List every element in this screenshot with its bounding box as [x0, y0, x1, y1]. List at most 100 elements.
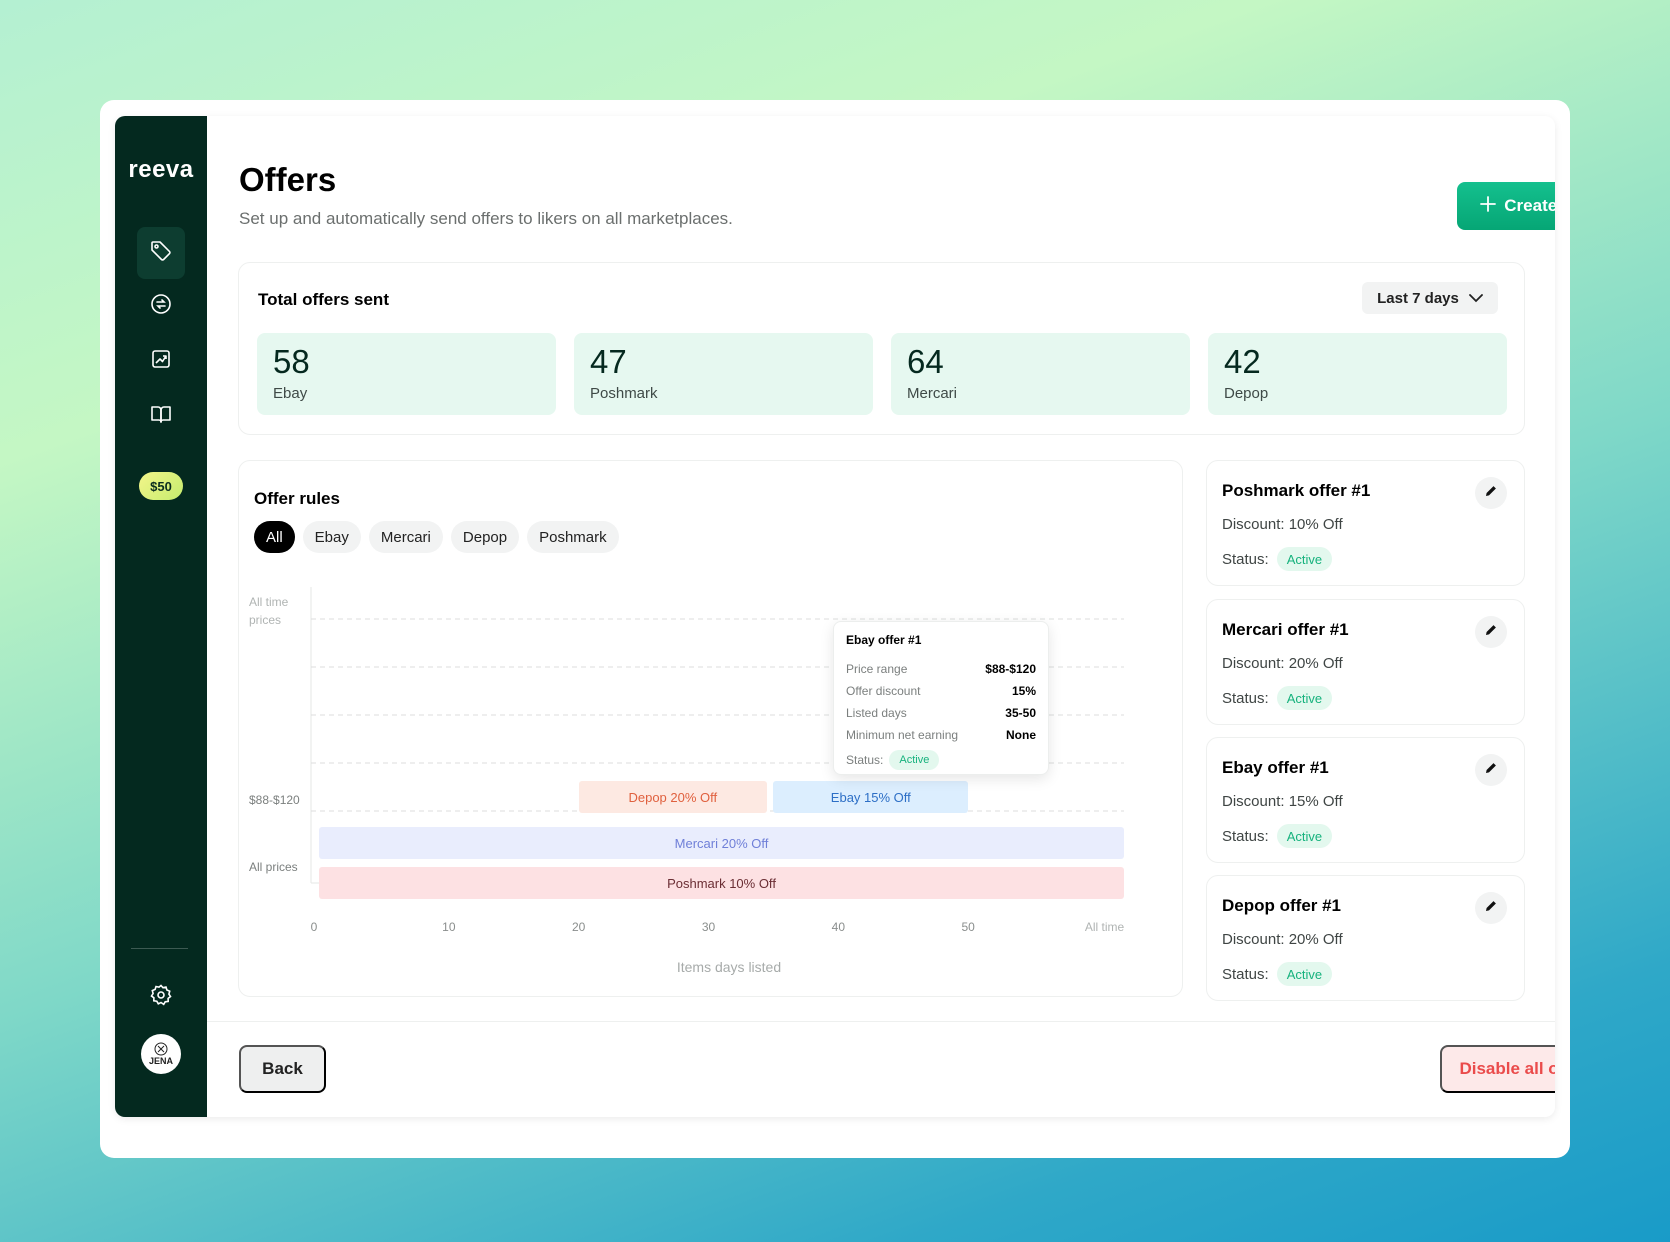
nav-offers[interactable] — [137, 227, 185, 279]
nav-analytics[interactable] — [137, 335, 185, 387]
edit-offer-button[interactable] — [1475, 754, 1507, 786]
filter-chip-poshmark[interactable]: Poshmark — [527, 521, 619, 553]
status-label: Status: — [1222, 827, 1269, 845]
status-badge: Active — [889, 750, 940, 770]
footer-divider — [207, 1021, 1555, 1022]
x-tick-label: 20 — [571, 920, 586, 934]
marketplace-filter: All Ebay Mercari Depop Poshmark — [254, 521, 619, 553]
offer-status: Status: Active — [1222, 686, 1333, 710]
pencil-icon — [1484, 761, 1498, 780]
nav-settings[interactable] — [137, 971, 185, 1023]
offer-title: Mercari offer #1 — [1222, 620, 1349, 639]
nav-sync[interactable] — [137, 280, 185, 332]
status-badge: Active — [1276, 824, 1333, 848]
chart-tooltip: Ebay offer #1 Price range $88-$120 Offer… — [833, 621, 1049, 775]
status-badge: Active — [1276, 686, 1333, 710]
stat-tile-ebay: 58 Ebay — [257, 333, 556, 415]
filter-chip-all[interactable]: All — [254, 521, 295, 553]
sidebar-divider — [131, 948, 188, 949]
offer-title: Poshmark offer #1 — [1222, 481, 1371, 500]
x-tick-label: 30 — [701, 920, 716, 934]
stat-value: 42 — [1224, 343, 1261, 380]
stats-card: Total offers sent Last 7 days 58 Ebay 47… — [238, 262, 1525, 435]
gantt-bar[interactable]: Depop 20% Off — [578, 781, 767, 813]
offer-card-ebay[interactable]: Ebay offer #1 Discount: 15% Off Status: … — [1206, 737, 1525, 863]
x-tick-label: 10 — [442, 920, 456, 934]
tooltip-key: Listed days — [846, 706, 907, 720]
tag-icon — [149, 239, 173, 268]
page-title: Offers — [239, 161, 337, 198]
stat-tile-depop: 42 Depop — [1208, 333, 1507, 415]
credits-badge[interactable]: $50 — [139, 472, 183, 500]
stat-value: 58 — [273, 343, 310, 380]
x-tick-label: 40 — [831, 920, 846, 934]
x-tick-label: All time — [1084, 920, 1125, 934]
chart-icon — [149, 347, 173, 376]
app-window: reeva $50 — [115, 116, 1555, 1117]
tooltip-status-row: Status: Active — [846, 750, 1036, 770]
status-label: Status: — [1222, 965, 1269, 983]
filter-chip-mercari[interactable]: Mercari — [368, 521, 443, 553]
pencil-icon — [1484, 899, 1498, 918]
tooltip-title: Ebay offer #1 — [846, 633, 922, 647]
gantt-bar[interactable]: Poshmark 10% Off — [319, 867, 1124, 899]
filter-chip-ebay[interactable]: Ebay — [302, 521, 361, 553]
offer-card-mercari[interactable]: Mercari offer #1 Discount: 20% Off Statu… — [1206, 599, 1525, 725]
book-icon — [149, 402, 173, 431]
status-label: Status: — [1222, 550, 1269, 568]
sync-icon — [149, 292, 173, 321]
app-logo[interactable]: reeva — [128, 156, 194, 183]
y-tick-label: All prices — [249, 860, 298, 874]
create-offer-label: Create offer — [1504, 196, 1555, 215]
offer-title: Ebay offer #1 — [1222, 758, 1329, 777]
pencil-icon — [1484, 623, 1498, 642]
filter-chip-depop[interactable]: Depop — [450, 521, 520, 553]
offer-rules-chart: 0 10 20 30 40 50 All time Items days listed All … — [239, 461, 1184, 998]
offer-card-poshmark[interactable]: Poshmark offer #1 Discount: 10% Off Stat… — [1206, 460, 1525, 586]
y-tick-label: $88-$120 — [249, 793, 300, 807]
main-content: Offers Set up and automatically send off… — [207, 116, 1555, 1117]
offer-discount: Discount: 20% Off — [1222, 655, 1343, 672]
edit-offer-button[interactable] — [1475, 892, 1507, 924]
tooltip-value: $88-$120 — [985, 662, 1036, 676]
nav-guides[interactable] — [137, 390, 185, 442]
tooltip-row: Listed days 35-50 — [846, 706, 1036, 720]
tooltip-value: 35-50 — [1005, 706, 1036, 720]
offer-discount: Discount: 20% Off — [1222, 931, 1343, 948]
status-badge: Active — [1276, 547, 1333, 571]
sidebar: reeva $50 — [115, 116, 207, 1117]
x-tick-label: 50 — [961, 920, 975, 934]
stats-title: Total offers sent — [258, 290, 389, 309]
tooltip-key: Price range — [846, 662, 908, 676]
offer-rules-title: Offer rules — [254, 489, 340, 508]
disable-all-offers-button[interactable]: Disable all offers — [1440, 1045, 1555, 1093]
date-range-select[interactable]: Last 7 days — [1362, 282, 1498, 314]
pencil-icon — [1484, 484, 1498, 503]
tooltip-key: Status: — [846, 753, 884, 767]
user-avatar[interactable]: JENA — [141, 1034, 181, 1074]
edit-offer-button[interactable] — [1475, 477, 1507, 509]
chevron-down-icon — [1468, 290, 1483, 307]
date-range-value: Last 7 days — [1377, 289, 1459, 307]
status-badge: Active — [1276, 962, 1333, 986]
offer-status: Status: Active — [1222, 547, 1333, 571]
offer-card-depop[interactable]: Depop offer #1 Discount: 20% Off Status:… — [1206, 875, 1525, 1001]
offer-discount: Discount: 10% Off — [1222, 516, 1343, 533]
offer-discount: Discount: 15% Off — [1222, 793, 1343, 810]
stat-tile-mercari: 64 Mercari — [891, 333, 1190, 415]
stat-label: Mercari — [907, 385, 958, 402]
back-button[interactable]: Back — [239, 1045, 326, 1093]
y-tick-label: All time prices — [249, 595, 289, 627]
gantt-bar[interactable]: Mercari 20% Off — [319, 827, 1124, 859]
stat-label: Depop — [1224, 385, 1269, 402]
tooltip-row: Minimum net earning None — [846, 728, 1036, 742]
create-offer-button[interactable]: Create offer — [1457, 182, 1555, 230]
x-axis-title: Items days listed — [676, 959, 782, 975]
stat-value: 64 — [907, 343, 944, 380]
edit-offer-button[interactable] — [1475, 616, 1507, 648]
plus-icon — [1480, 195, 1497, 217]
tooltip-row: Price range $88-$120 — [846, 662, 1036, 676]
status-label: Status: — [1222, 689, 1269, 707]
offer-status: Status: Active — [1222, 824, 1333, 848]
gantt-bar[interactable]: Ebay 15% Off — [773, 781, 969, 813]
